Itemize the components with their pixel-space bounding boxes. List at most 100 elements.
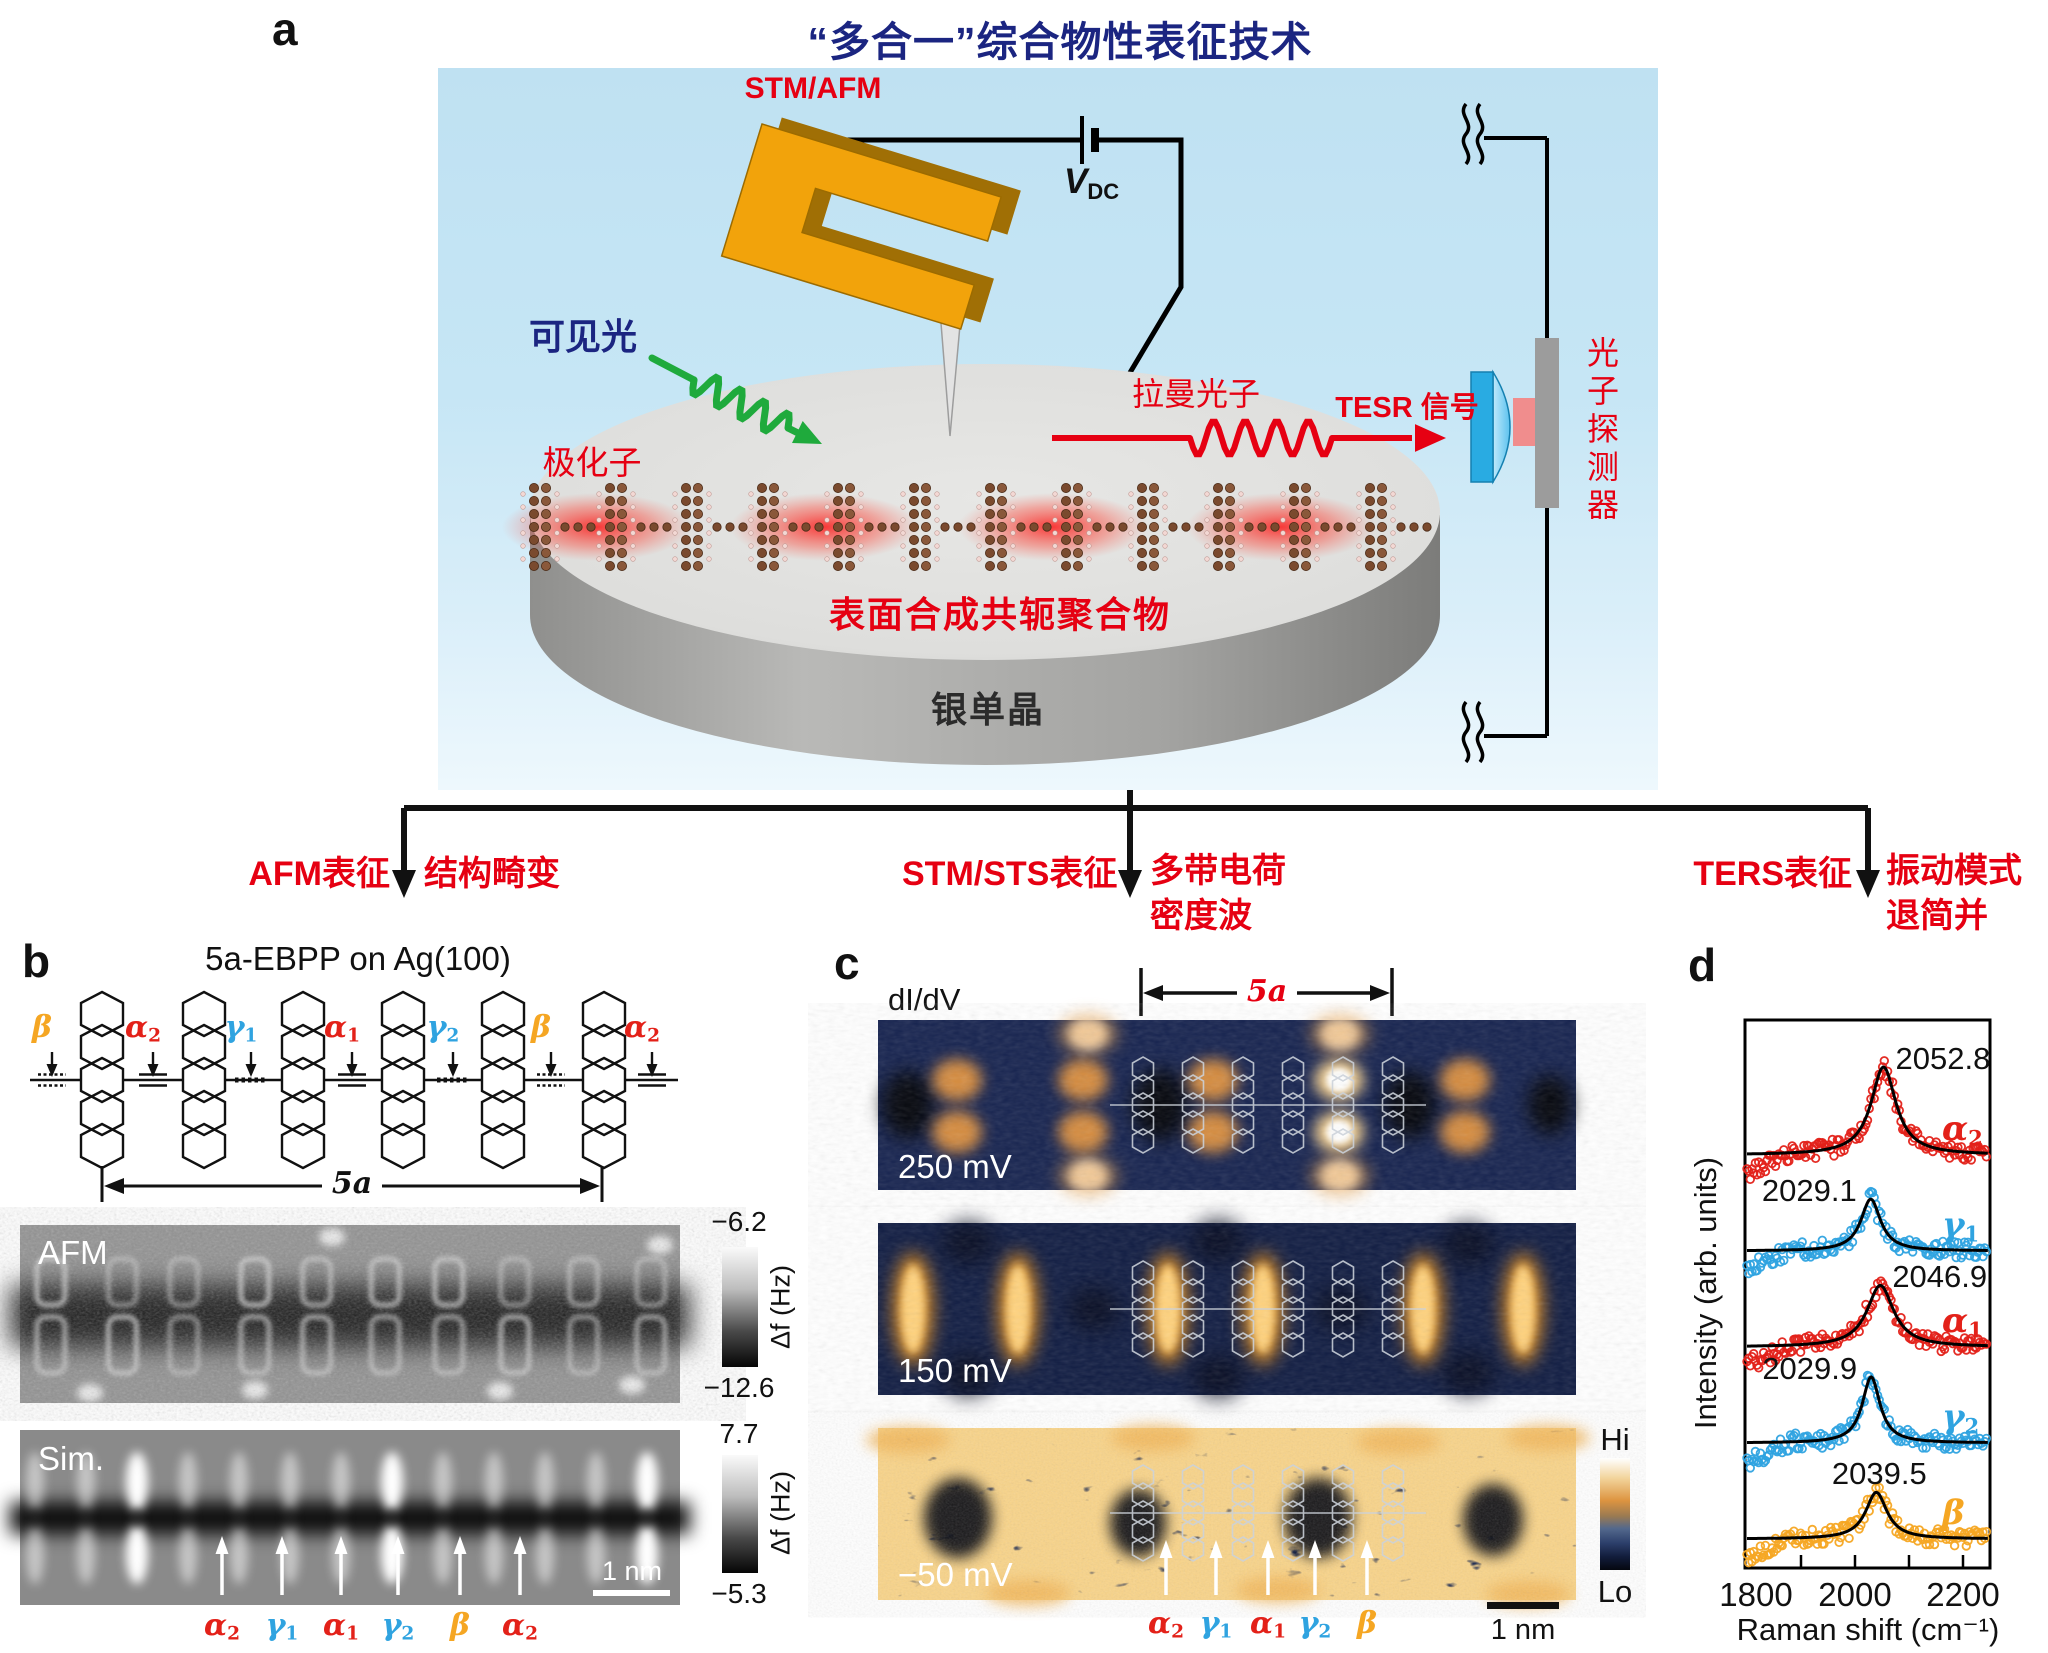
mode-label-α2: α2: [203, 1608, 241, 1645]
didv-scalebar: [1487, 1602, 1559, 1609]
bond-a: [139, 1052, 167, 1087]
afm-image-tag: AFM: [38, 1234, 108, 1271]
mode-label-slot: β: [501, 1010, 581, 1045]
mode-label-slot: α2: [182, 1608, 262, 1645]
lorentzian-fit: [1747, 1065, 1988, 1156]
lorentzian-fit: [1747, 1197, 1988, 1252]
x-ticks: [1799, 1555, 1965, 1568]
mode-label-slot: α2: [1126, 1606, 1206, 1643]
bond-a: [638, 1052, 666, 1087]
molecule-overlay: [1110, 1056, 1426, 1154]
detector-sensor-chip: [1513, 398, 1537, 446]
branch-afm-result: 结构畸变: [424, 855, 560, 893]
afm-colorbar: [722, 1247, 758, 1367]
didv-map-150mv: [878, 1219, 1576, 1399]
didv-label: dI/dV: [888, 982, 961, 1017]
raman-series-alpha1: [1742, 1276, 1992, 1373]
peak-value-gamma2: 2029.9: [1762, 1351, 1858, 1386]
x-tick-label-2200: 2200: [1926, 1576, 2000, 1613]
green-squiggle: [689, 373, 793, 435]
lorentzian-fit: [1747, 1490, 1988, 1540]
branch-ters-result-1: 振动模式: [1886, 852, 2022, 890]
mode-label-β: β: [1357, 1606, 1377, 1641]
branch-arrows: [392, 790, 1880, 898]
polymer-label: 表面合成共轭聚合物: [828, 594, 1171, 635]
mode-label-γ1: γ1: [265, 1608, 299, 1645]
branch-sts-result-2: 密度波: [1150, 897, 1252, 935]
mode-label-slot: α1: [301, 1608, 381, 1645]
mode-label-γ1: γ1: [224, 1010, 258, 1047]
peak-value-beta: 2039.5: [1831, 1456, 1927, 1492]
afm-image-texture: [10, 1225, 690, 1403]
didv-map-neg50mv-texture: [866, 1425, 1590, 1607]
series-label-slot: α1: [1942, 1301, 1983, 1342]
mode-label-β: β: [1942, 1493, 1965, 1533]
didv-mode-arrows: [1159, 1540, 1374, 1595]
lorentzian-fit: [1747, 1284, 1988, 1348]
visible-light-arrow: [648, 354, 822, 444]
panel-a-label: a: [272, 3, 298, 55]
series-label-slot: γ2: [1942, 1397, 1979, 1438]
molecule-overlay: [1110, 1464, 1426, 1562]
sim-mode-arrows: [215, 1536, 527, 1595]
panel-b-label: b: [22, 935, 51, 987]
mode-label-γ2: γ2: [381, 1608, 415, 1645]
peak-value-alpha1: 2046.9: [1892, 1259, 1988, 1295]
acene-backbone: [30, 990, 678, 1170]
tuning-fork-sensor: [720, 117, 1021, 330]
didv-map-neg50mv: [866, 1425, 1590, 1607]
mode-label-slot: β: [1327, 1606, 1407, 1641]
afm-colorbar-max: −6.2: [711, 1206, 767, 1237]
mode-label-α1: α1: [323, 1010, 361, 1047]
bond-a: [338, 1052, 366, 1087]
raman-photon-label: 拉曼光子: [1131, 376, 1260, 412]
collection-lens-icon: [1470, 369, 1511, 485]
sim-colorbar-max: 7.7: [719, 1418, 759, 1449]
panel-b-title: 5a-EBPP on Ag(100): [205, 940, 511, 977]
raman-signal-arrow: [1052, 418, 1446, 458]
tesr-signal-label: TESR 信号: [1335, 392, 1479, 424]
x-tick-label-1800: 1800: [1719, 1576, 1793, 1613]
stm-afm-label: STM/AFM: [744, 72, 882, 105]
bias-label-250mv: 250 mV: [898, 1148, 1012, 1185]
panel-c-label: c: [834, 937, 860, 989]
span-5a-label-b: 5a: [331, 1166, 373, 1201]
series-label-slot: α2: [1942, 1109, 1983, 1150]
branch-afm-technique: AFM表征: [248, 855, 390, 893]
x-tick-label-2000: 2000: [1818, 1576, 1892, 1613]
mode-label-γ1: γ1: [1199, 1606, 1233, 1643]
panel-a-schematic: [502, 102, 1559, 765]
sim-image-texture: [10, 1430, 690, 1605]
polaron-label: 极化子: [542, 444, 642, 481]
mode-label-slot: β: [2, 1010, 82, 1045]
mode-label-β: β: [531, 1010, 551, 1045]
peak-value-gamma1: 2029.1: [1761, 1173, 1857, 1209]
mode-label-α1: α1: [322, 1608, 360, 1645]
bond-g: [235, 1052, 267, 1083]
raman-series-gamma2: [1742, 1370, 1992, 1473]
chemical-structure: [30, 990, 678, 1202]
series-label-slot: γ1: [1942, 1205, 1979, 1246]
sim-colorbar-unit: Δf (Hz): [765, 1470, 796, 1556]
mode-label-α1: α1: [1249, 1606, 1287, 1643]
mode-label-slot: α2: [480, 1608, 560, 1645]
mode-label-slot: α1: [302, 1010, 382, 1047]
mode-label-slot: γ2: [358, 1608, 438, 1645]
mode-label-slot: γ2: [403, 1010, 483, 1047]
mode-label-slot: γ1: [242, 1608, 322, 1645]
bias-label-neg50mv: −50 mV: [898, 1556, 1013, 1593]
photon-detector-bar: [1535, 338, 1559, 508]
mode-label-α1: α1: [1942, 1301, 1983, 1343]
bond-g: [437, 1052, 469, 1083]
bias-label-150mv: 150 mV: [898, 1352, 1012, 1389]
sim-image-tag: Sim.: [38, 1440, 104, 1477]
span-5a-dimension: [100, 1166, 604, 1202]
mode-label-slot: γ1: [201, 1010, 281, 1047]
afm-colorbar-min: −12.6: [703, 1372, 775, 1403]
mode-label-γ2: γ2: [426, 1010, 460, 1047]
red-squiggle: [1187, 418, 1335, 458]
sim-scalebar: [593, 1590, 670, 1596]
mode-label-β: β: [32, 1010, 52, 1045]
mode-label-α2: α2: [623, 1010, 661, 1047]
afm-image: [10, 1225, 690, 1403]
